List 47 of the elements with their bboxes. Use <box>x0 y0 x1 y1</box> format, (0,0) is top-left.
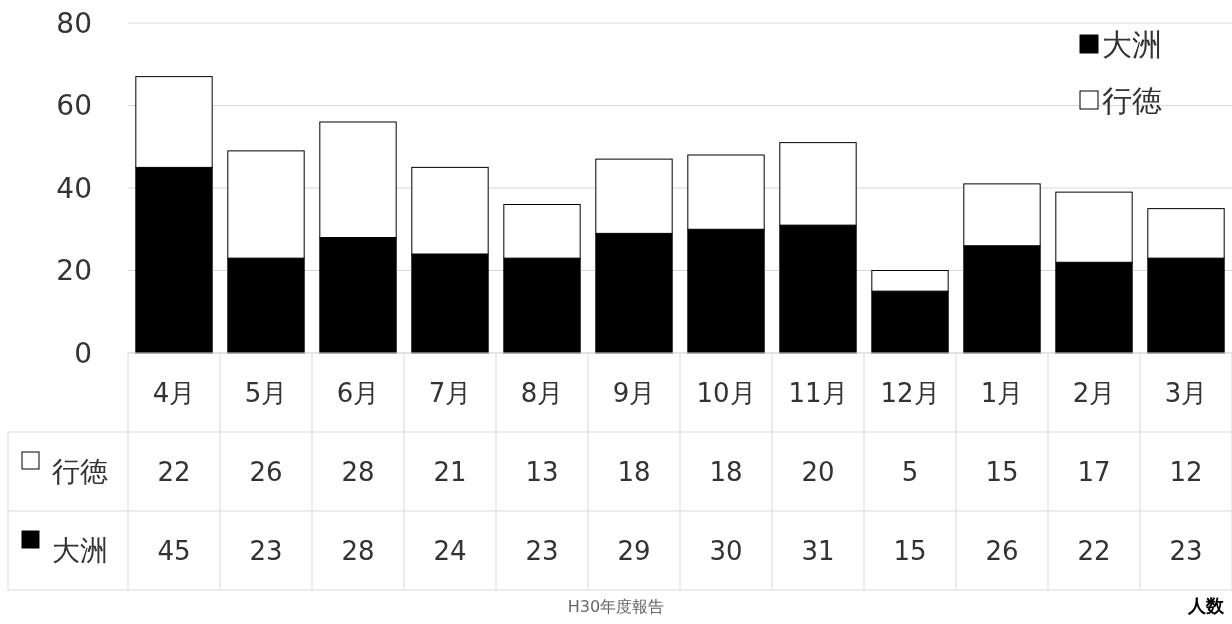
x-tick-label: 11月 <box>788 377 848 408</box>
text: 行徳 <box>52 455 108 489</box>
text: 大洲 <box>52 534 108 568</box>
text: H30年度報告 <box>567 597 665 616</box>
data-label: 28 <box>341 535 375 566</box>
x-tick-label: 5月 <box>244 377 288 408</box>
data-label: 13 <box>525 456 559 487</box>
x-tick-label: 7月 <box>428 377 472 408</box>
data-label: 21 <box>433 456 467 487</box>
x-tick-label: 9月 <box>612 377 656 408</box>
y-tick-label: 40 <box>56 171 92 205</box>
x-tick-label: 3月 <box>1164 377 1208 408</box>
data-label: 17 <box>1077 456 1111 487</box>
data-label: 12 <box>1169 456 1203 487</box>
data-label: 45 <box>157 535 191 566</box>
data-label: 15 <box>985 456 1019 487</box>
y-tick-label: 60 <box>56 89 92 123</box>
data-label: 23 <box>525 535 559 566</box>
data-label: 22 <box>1077 535 1111 566</box>
y-tick-label: 0 <box>74 336 92 370</box>
data-label: 5 <box>901 456 919 487</box>
x-tick-label: 12月 <box>880 377 940 408</box>
y-tick-label: 20 <box>56 254 92 288</box>
data-label: 26 <box>985 535 1019 566</box>
y-tick-label: 80 <box>56 6 92 40</box>
data-label: 28 <box>341 456 375 487</box>
legend-label: 行徳 <box>1102 82 1162 118</box>
data-label: 20 <box>801 456 835 487</box>
x-tick-label: 4月 <box>152 377 196 408</box>
data-label: 24 <box>433 535 467 566</box>
text: 人数 <box>1187 595 1225 616</box>
x-tick-label: 8月 <box>520 377 564 408</box>
data-label: 31 <box>801 535 835 566</box>
data-label: 23 <box>249 535 283 566</box>
data-label: 29 <box>617 535 651 566</box>
data-label: 15 <box>893 535 927 566</box>
data-label: 22 <box>157 456 191 487</box>
legend-label: 大洲 <box>1102 26 1162 62</box>
data-label: 26 <box>249 456 283 487</box>
data-label: 18 <box>617 456 651 487</box>
x-tick-label: 1月 <box>980 377 1024 408</box>
x-tick-label: 6月 <box>336 377 380 408</box>
x-tick-label: 2月 <box>1072 377 1116 408</box>
data-label: 18 <box>709 456 743 487</box>
x-tick-label: 10月 <box>696 377 756 408</box>
data-label: 23 <box>1169 535 1203 566</box>
data-label: 30 <box>709 535 743 566</box>
